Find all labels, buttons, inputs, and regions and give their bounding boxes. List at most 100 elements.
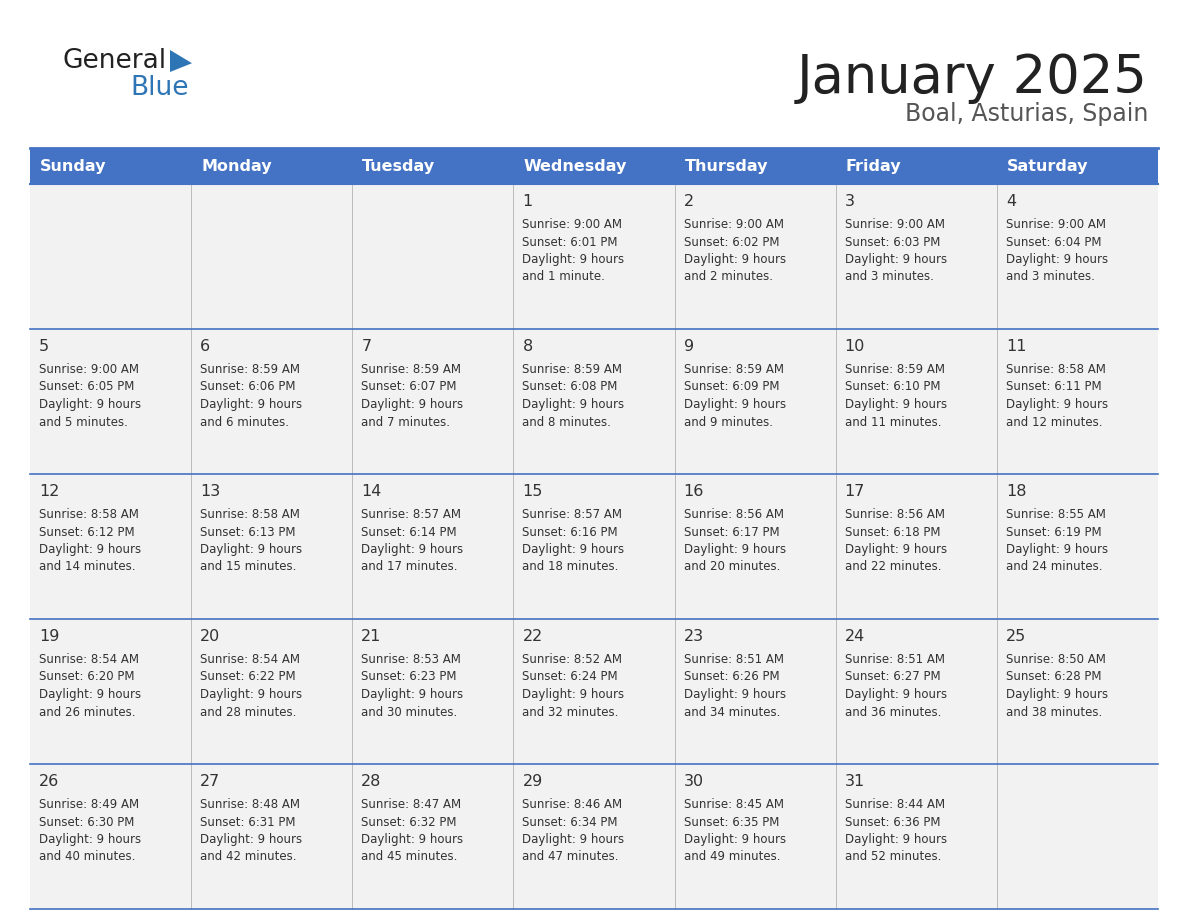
Text: 6: 6	[200, 339, 210, 354]
Text: 27: 27	[200, 774, 221, 789]
Text: Daylight: 9 hours: Daylight: 9 hours	[200, 833, 302, 846]
Text: 11: 11	[1006, 339, 1026, 354]
Text: Sunrise: 9:00 AM: Sunrise: 9:00 AM	[523, 218, 623, 231]
Text: Daylight: 9 hours: Daylight: 9 hours	[39, 543, 141, 556]
Text: 7: 7	[361, 339, 372, 354]
Text: Sunrise: 8:56 AM: Sunrise: 8:56 AM	[683, 508, 784, 521]
Text: Sunrise: 8:59 AM: Sunrise: 8:59 AM	[683, 363, 784, 376]
Text: Thursday: Thursday	[684, 159, 769, 174]
FancyBboxPatch shape	[835, 619, 997, 764]
Text: 3: 3	[845, 194, 854, 209]
FancyBboxPatch shape	[675, 474, 835, 619]
Text: Sunset: 6:11 PM: Sunset: 6:11 PM	[1006, 380, 1101, 394]
Text: Sunrise: 8:59 AM: Sunrise: 8:59 AM	[200, 363, 301, 376]
Text: and 32 minutes.: and 32 minutes.	[523, 706, 619, 719]
Text: 25: 25	[1006, 629, 1026, 644]
Text: and 52 minutes.: and 52 minutes.	[845, 850, 941, 864]
FancyBboxPatch shape	[191, 764, 353, 909]
Text: and 45 minutes.: and 45 minutes.	[361, 850, 457, 864]
Text: Daylight: 9 hours: Daylight: 9 hours	[845, 253, 947, 266]
Text: and 15 minutes.: and 15 minutes.	[200, 561, 297, 574]
Text: Sunset: 6:06 PM: Sunset: 6:06 PM	[200, 380, 296, 394]
Text: Sunrise: 8:51 AM: Sunrise: 8:51 AM	[845, 653, 944, 666]
Text: 16: 16	[683, 484, 704, 499]
FancyBboxPatch shape	[30, 764, 191, 909]
Text: 14: 14	[361, 484, 381, 499]
Text: Daylight: 9 hours: Daylight: 9 hours	[523, 688, 625, 701]
Text: January 2025: January 2025	[797, 52, 1148, 104]
FancyBboxPatch shape	[191, 619, 353, 764]
Text: Sunset: 6:13 PM: Sunset: 6:13 PM	[200, 525, 296, 539]
Text: Sunrise: 8:55 AM: Sunrise: 8:55 AM	[1006, 508, 1106, 521]
Text: Sunset: 6:05 PM: Sunset: 6:05 PM	[39, 380, 134, 394]
Text: 21: 21	[361, 629, 381, 644]
Text: Daylight: 9 hours: Daylight: 9 hours	[523, 398, 625, 411]
Text: Daylight: 9 hours: Daylight: 9 hours	[523, 253, 625, 266]
Text: and 12 minutes.: and 12 minutes.	[1006, 416, 1102, 429]
Text: Sunset: 6:09 PM: Sunset: 6:09 PM	[683, 380, 779, 394]
Text: Sunset: 6:02 PM: Sunset: 6:02 PM	[683, 236, 779, 249]
FancyBboxPatch shape	[997, 764, 1158, 909]
Text: Daylight: 9 hours: Daylight: 9 hours	[1006, 253, 1108, 266]
Text: Sunrise: 8:57 AM: Sunrise: 8:57 AM	[523, 508, 623, 521]
Text: Sunrise: 8:54 AM: Sunrise: 8:54 AM	[39, 653, 139, 666]
Text: and 34 minutes.: and 34 minutes.	[683, 706, 781, 719]
Text: and 18 minutes.: and 18 minutes.	[523, 561, 619, 574]
Text: and 3 minutes.: and 3 minutes.	[1006, 271, 1094, 284]
Text: Friday: Friday	[846, 159, 902, 174]
Text: and 2 minutes.: and 2 minutes.	[683, 271, 772, 284]
FancyBboxPatch shape	[513, 329, 675, 474]
Text: Sunset: 6:36 PM: Sunset: 6:36 PM	[845, 815, 940, 829]
Text: 30: 30	[683, 774, 703, 789]
Text: 19: 19	[39, 629, 59, 644]
FancyBboxPatch shape	[353, 764, 513, 909]
Text: and 8 minutes.: and 8 minutes.	[523, 416, 612, 429]
FancyBboxPatch shape	[353, 184, 513, 329]
Text: 20: 20	[200, 629, 221, 644]
Text: Sunrise: 8:57 AM: Sunrise: 8:57 AM	[361, 508, 461, 521]
Text: Sunrise: 9:00 AM: Sunrise: 9:00 AM	[39, 363, 139, 376]
Text: Tuesday: Tuesday	[362, 159, 436, 174]
Text: Sunrise: 8:44 AM: Sunrise: 8:44 AM	[845, 798, 944, 811]
Text: Sunrise: 9:00 AM: Sunrise: 9:00 AM	[1006, 218, 1106, 231]
Text: Daylight: 9 hours: Daylight: 9 hours	[845, 833, 947, 846]
Text: Sunset: 6:28 PM: Sunset: 6:28 PM	[1006, 670, 1101, 684]
Text: Sunset: 6:08 PM: Sunset: 6:08 PM	[523, 380, 618, 394]
Text: Sunrise: 8:50 AM: Sunrise: 8:50 AM	[1006, 653, 1106, 666]
Text: Sunrise: 8:56 AM: Sunrise: 8:56 AM	[845, 508, 944, 521]
Text: Sunset: 6:14 PM: Sunset: 6:14 PM	[361, 525, 457, 539]
Text: Sunrise: 8:49 AM: Sunrise: 8:49 AM	[39, 798, 139, 811]
Text: Sunset: 6:03 PM: Sunset: 6:03 PM	[845, 236, 940, 249]
Text: Blue: Blue	[129, 75, 189, 101]
Text: and 9 minutes.: and 9 minutes.	[683, 416, 772, 429]
FancyBboxPatch shape	[191, 329, 353, 474]
FancyBboxPatch shape	[30, 148, 1158, 184]
FancyBboxPatch shape	[353, 329, 513, 474]
Text: 15: 15	[523, 484, 543, 499]
FancyBboxPatch shape	[513, 764, 675, 909]
Text: and 6 minutes.: and 6 minutes.	[200, 416, 289, 429]
FancyBboxPatch shape	[675, 619, 835, 764]
Text: Daylight: 9 hours: Daylight: 9 hours	[845, 688, 947, 701]
Text: Sunrise: 8:58 AM: Sunrise: 8:58 AM	[200, 508, 301, 521]
Text: Sunset: 6:30 PM: Sunset: 6:30 PM	[39, 815, 134, 829]
Text: and 24 minutes.: and 24 minutes.	[1006, 561, 1102, 574]
Text: Daylight: 9 hours: Daylight: 9 hours	[683, 833, 785, 846]
Text: Boal, Asturias, Spain: Boal, Asturias, Spain	[904, 102, 1148, 126]
Text: Sunset: 6:12 PM: Sunset: 6:12 PM	[39, 525, 134, 539]
Text: Sunset: 6:19 PM: Sunset: 6:19 PM	[1006, 525, 1101, 539]
Text: Daylight: 9 hours: Daylight: 9 hours	[361, 543, 463, 556]
FancyBboxPatch shape	[30, 619, 191, 764]
Text: and 5 minutes.: and 5 minutes.	[39, 416, 128, 429]
Text: Daylight: 9 hours: Daylight: 9 hours	[683, 688, 785, 701]
Text: 22: 22	[523, 629, 543, 644]
Text: Sunset: 6:34 PM: Sunset: 6:34 PM	[523, 815, 618, 829]
FancyBboxPatch shape	[675, 764, 835, 909]
Text: 9: 9	[683, 339, 694, 354]
Text: Sunset: 6:32 PM: Sunset: 6:32 PM	[361, 815, 456, 829]
FancyBboxPatch shape	[835, 184, 997, 329]
Text: 29: 29	[523, 774, 543, 789]
Text: 31: 31	[845, 774, 865, 789]
Text: and 1 minute.: and 1 minute.	[523, 271, 606, 284]
Text: Sunset: 6:18 PM: Sunset: 6:18 PM	[845, 525, 940, 539]
